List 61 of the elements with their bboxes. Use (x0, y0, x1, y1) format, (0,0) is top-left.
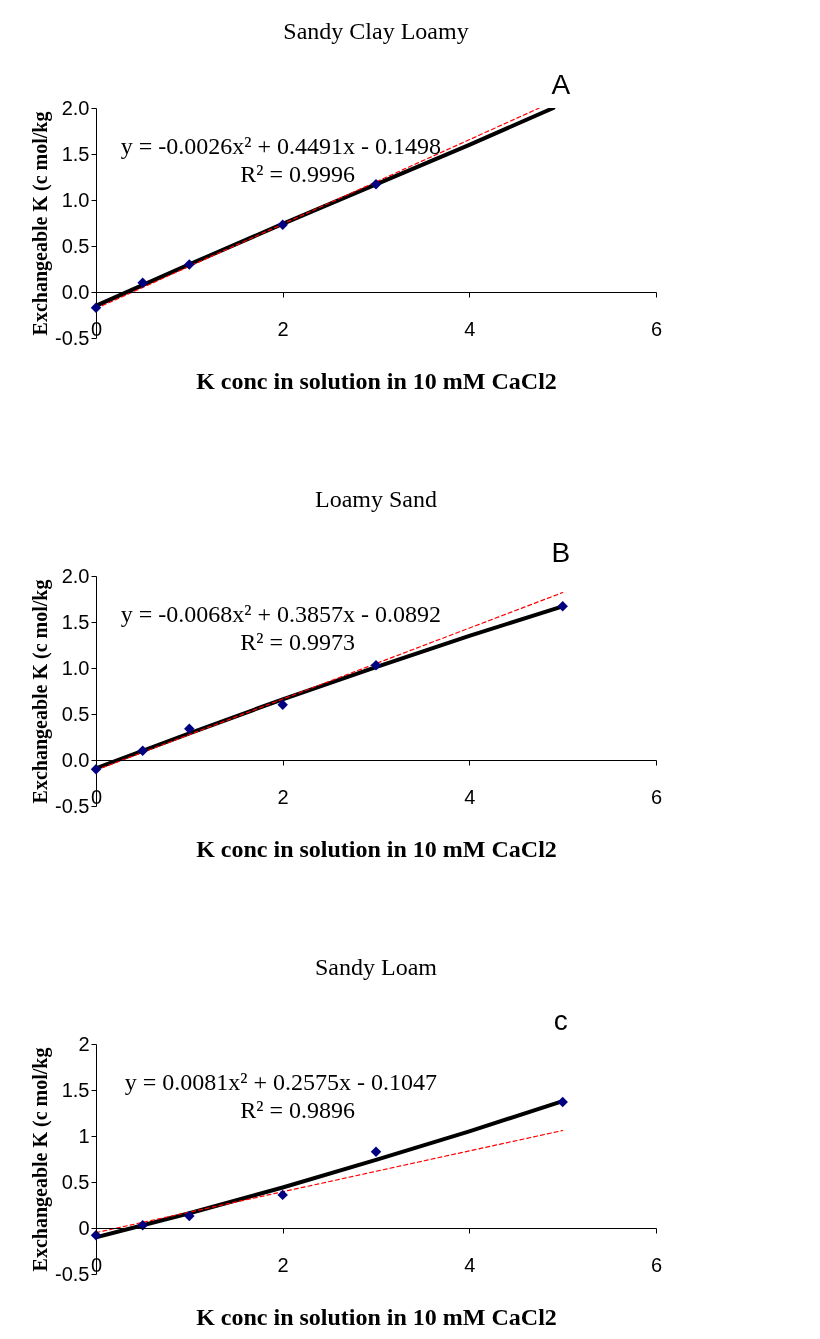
annotation: y = -0.0026x² + 0.4491x - 0.1498 (120, 133, 441, 160)
y-tick-label: -0.5 (55, 326, 90, 349)
y-tick-label: 1.5 (61, 142, 90, 165)
x-tick-label: 4 (464, 785, 476, 808)
y-tick-label: 1.0 (61, 188, 90, 211)
point (90, 763, 102, 775)
point (184, 1210, 195, 1222)
point (557, 1096, 568, 1108)
text: B (551, 537, 571, 568)
x-tick-label: 6 (650, 1253, 663, 1276)
text: A (551, 69, 571, 100)
y-tick-label: 2.0 (61, 564, 90, 587)
y-tick-label: 0.5 (61, 234, 90, 257)
point (184, 259, 195, 270)
y-tick-label: 1.5 (61, 1078, 90, 1101)
y-tick-label: 1.5 (61, 610, 90, 633)
y-tick-label: 0.5 (61, 702, 90, 725)
y-tick-label: 0.5 (61, 1170, 90, 1193)
y-tick-label: 2 (78, 1032, 90, 1055)
x-axis-title: K conc in solution in 10 mM CaCl2 (196, 367, 557, 394)
y-tick-label: 1.0 (61, 656, 90, 679)
y-tick-label: 0 (78, 1216, 90, 1239)
chart-title: Loamy Sand (315, 486, 437, 512)
point (137, 1220, 148, 1231)
annotation: R² = 0.9973 (240, 628, 355, 655)
point (557, 601, 568, 612)
x-tick-label: 4 (464, 317, 476, 340)
x-axis-title: K conc in solution in 10 mM CaCl2 (196, 835, 557, 862)
text: c (553, 1005, 568, 1036)
annotation: y = 0.0081x² + 0.2575x - 0.1047 (124, 1069, 437, 1096)
y-axis-title: Exchangeable K (c mol/kg (29, 111, 53, 336)
x-tick-label: 2 (277, 1253, 289, 1276)
annotation: R² = 0.9896 (240, 1096, 355, 1123)
y-axis-title: Exchangeable K (c mol/kg (29, 579, 53, 804)
y-tick-label: 1 (78, 1124, 90, 1147)
annotation: y = -0.0068x² + 0.3857x - 0.0892 (120, 601, 441, 628)
point (277, 699, 288, 711)
point (90, 302, 102, 313)
x-tick-label: 6 (650, 317, 663, 340)
annotation: R² = 0.9996 (240, 160, 355, 187)
y-tick-label: -0.5 (55, 1262, 90, 1285)
chart-title: Sandy Loam (315, 954, 438, 980)
point (277, 1189, 288, 1201)
x-tick-label: 6 (650, 785, 663, 808)
point (277, 219, 288, 231)
y-tick-label: 2.0 (61, 96, 90, 119)
y-axis-title: Exchangeable K (c mol/kg (29, 1047, 53, 1272)
x-axis-title: K conc in solution in 10 mM CaCl2 (196, 1303, 557, 1330)
y-tick-label: -0.5 (55, 794, 90, 817)
x-tick-label: 2 (277, 785, 289, 808)
point (370, 660, 382, 671)
point (370, 1146, 382, 1157)
point (370, 179, 382, 190)
point (137, 745, 148, 757)
x-tick-label: 4 (464, 1253, 476, 1276)
point (184, 723, 195, 734)
y-tick-label: 0.0 (61, 748, 90, 771)
y-tick-label: 0.0 (61, 280, 90, 303)
x-tick-label: 2 (277, 317, 289, 340)
chart-title: Sandy Clay Loamy (283, 18, 469, 44)
point (137, 277, 148, 289)
